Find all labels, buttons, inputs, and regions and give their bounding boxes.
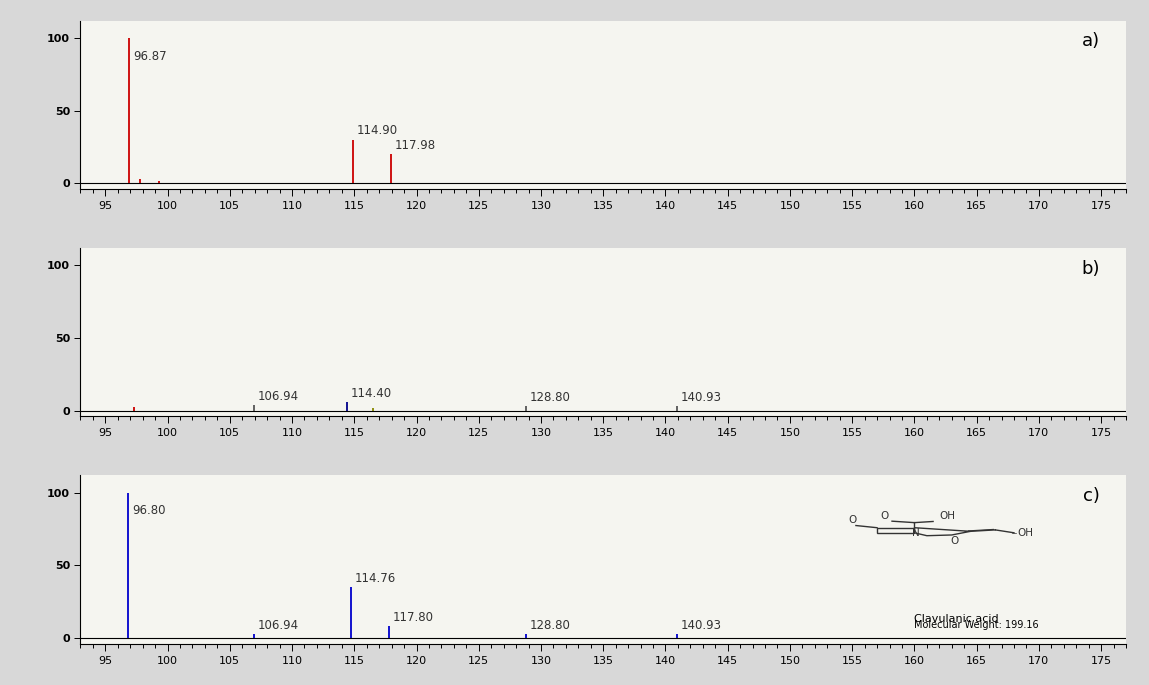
Text: 128.80: 128.80 — [530, 619, 571, 632]
Text: b): b) — [1081, 260, 1100, 278]
Text: 117.80: 117.80 — [393, 611, 434, 624]
Text: OH: OH — [1018, 528, 1034, 538]
Text: 96.87: 96.87 — [133, 49, 168, 62]
Text: O: O — [848, 515, 856, 525]
Text: 140.93: 140.93 — [680, 391, 722, 404]
Text: 106.94: 106.94 — [257, 619, 299, 632]
Text: 114.40: 114.40 — [350, 387, 392, 400]
Text: Molecular Weight: 199.16: Molecular Weight: 199.16 — [915, 620, 1039, 630]
Text: 114.90: 114.90 — [356, 125, 398, 138]
Text: 140.93: 140.93 — [680, 619, 722, 632]
Text: O: O — [950, 536, 958, 546]
Text: 128.80: 128.80 — [530, 391, 571, 404]
Text: 114.76: 114.76 — [355, 572, 396, 585]
Text: 96.80: 96.80 — [133, 504, 167, 517]
Text: OH: OH — [939, 511, 955, 521]
Text: N: N — [912, 527, 920, 538]
Text: a): a) — [1081, 32, 1100, 50]
Text: 117.98: 117.98 — [395, 139, 437, 152]
Text: 106.94: 106.94 — [257, 390, 299, 403]
Text: Clavulanic acid: Clavulanic acid — [915, 614, 998, 623]
Text: O: O — [880, 511, 888, 521]
Text: c): c) — [1084, 487, 1100, 506]
